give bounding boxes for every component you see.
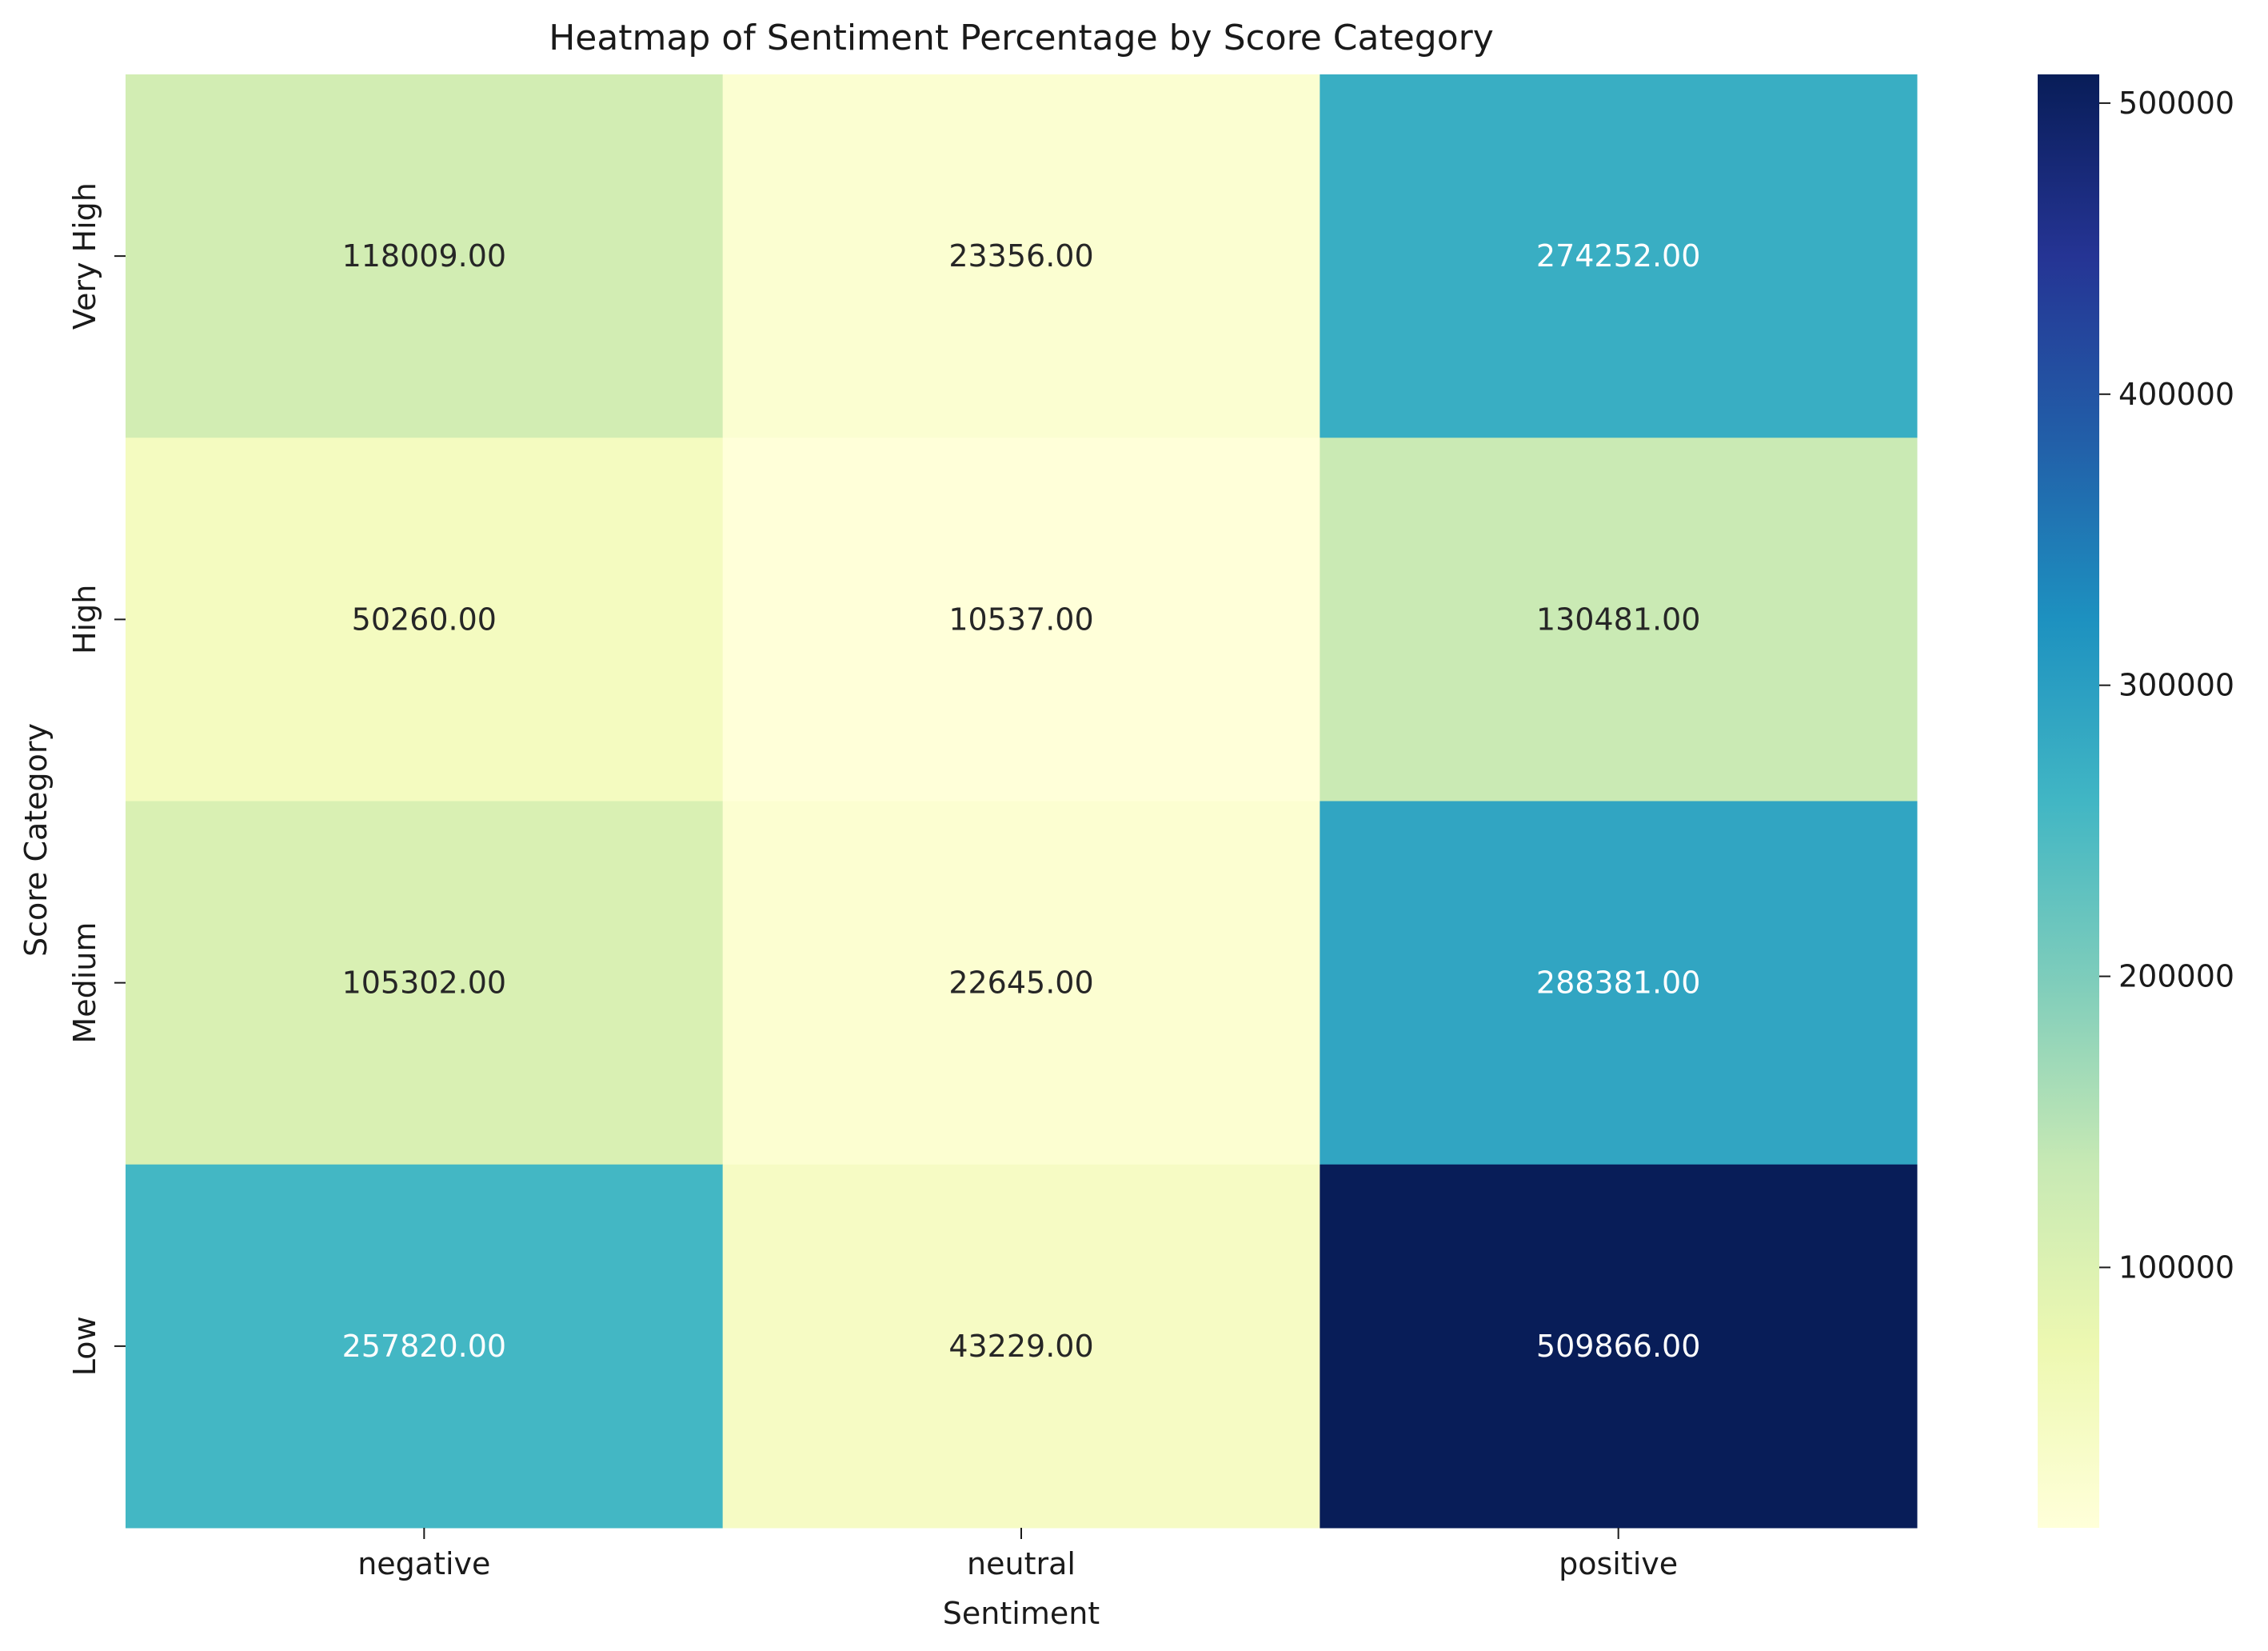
x-axis-label: Sentiment: [943, 1596, 1100, 1631]
cell-value-label: 10537.00: [948, 602, 1093, 637]
y-tick-label: Very High: [67, 182, 102, 330]
y-tick-label: Medium: [67, 922, 102, 1044]
y-tick-label: Low: [67, 1316, 102, 1376]
heatmap-cell: [722, 1164, 1320, 1529]
heatmap-cell: [126, 801, 724, 1165]
heatmap-cell: [1320, 74, 1918, 438]
colorbar-tick-label: 100000: [2118, 1249, 2234, 1285]
cell-value-label: 22645.00: [948, 965, 1093, 1001]
heatmap-cell: [722, 801, 1320, 1165]
x-tick-label: negative: [357, 1546, 490, 1581]
heatmap-cell: [1320, 438, 1918, 802]
cell-value-label: 274252.00: [1536, 238, 1701, 274]
colorbar-tick-label: 400000: [2118, 377, 2234, 412]
heatmap-cell: [1320, 1164, 1918, 1529]
colorbar-tick-label: 300000: [2118, 668, 2234, 703]
y-tick-label: High: [67, 585, 102, 654]
heatmap-cell: [126, 1164, 724, 1529]
heatmap-cell: [722, 438, 1320, 802]
colorbar: [2038, 74, 2099, 1528]
x-tick-label: positive: [1559, 1546, 1678, 1581]
heatmap-cell: [126, 74, 724, 438]
chart-title: Heatmap of Sentiment Percentage by Score…: [549, 18, 1494, 58]
cell-value-label: 118009.00: [342, 238, 507, 274]
cell-value-label: 130481.00: [1536, 602, 1701, 637]
heatmap-cell: [1320, 801, 1918, 1165]
cell-value-label: 43229.00: [948, 1329, 1093, 1364]
cell-value-label: 105302.00: [342, 965, 507, 1001]
cell-value-label: 257820.00: [342, 1329, 507, 1364]
colorbar-tick-label: 500000: [2118, 86, 2234, 121]
heatmap-cell: [722, 74, 1320, 438]
cell-value-label: 509866.00: [1536, 1329, 1701, 1364]
cell-value-label: 50260.00: [352, 602, 497, 637]
y-axis-label: Score Category: [18, 723, 54, 957]
cell-value-label: 288381.00: [1536, 965, 1701, 1001]
colorbar-tick-label: 200000: [2118, 959, 2234, 994]
x-tick-label: neutral: [967, 1546, 1076, 1581]
heatmap-cell: [126, 438, 724, 802]
cell-value-label: 23356.00: [948, 238, 1093, 274]
